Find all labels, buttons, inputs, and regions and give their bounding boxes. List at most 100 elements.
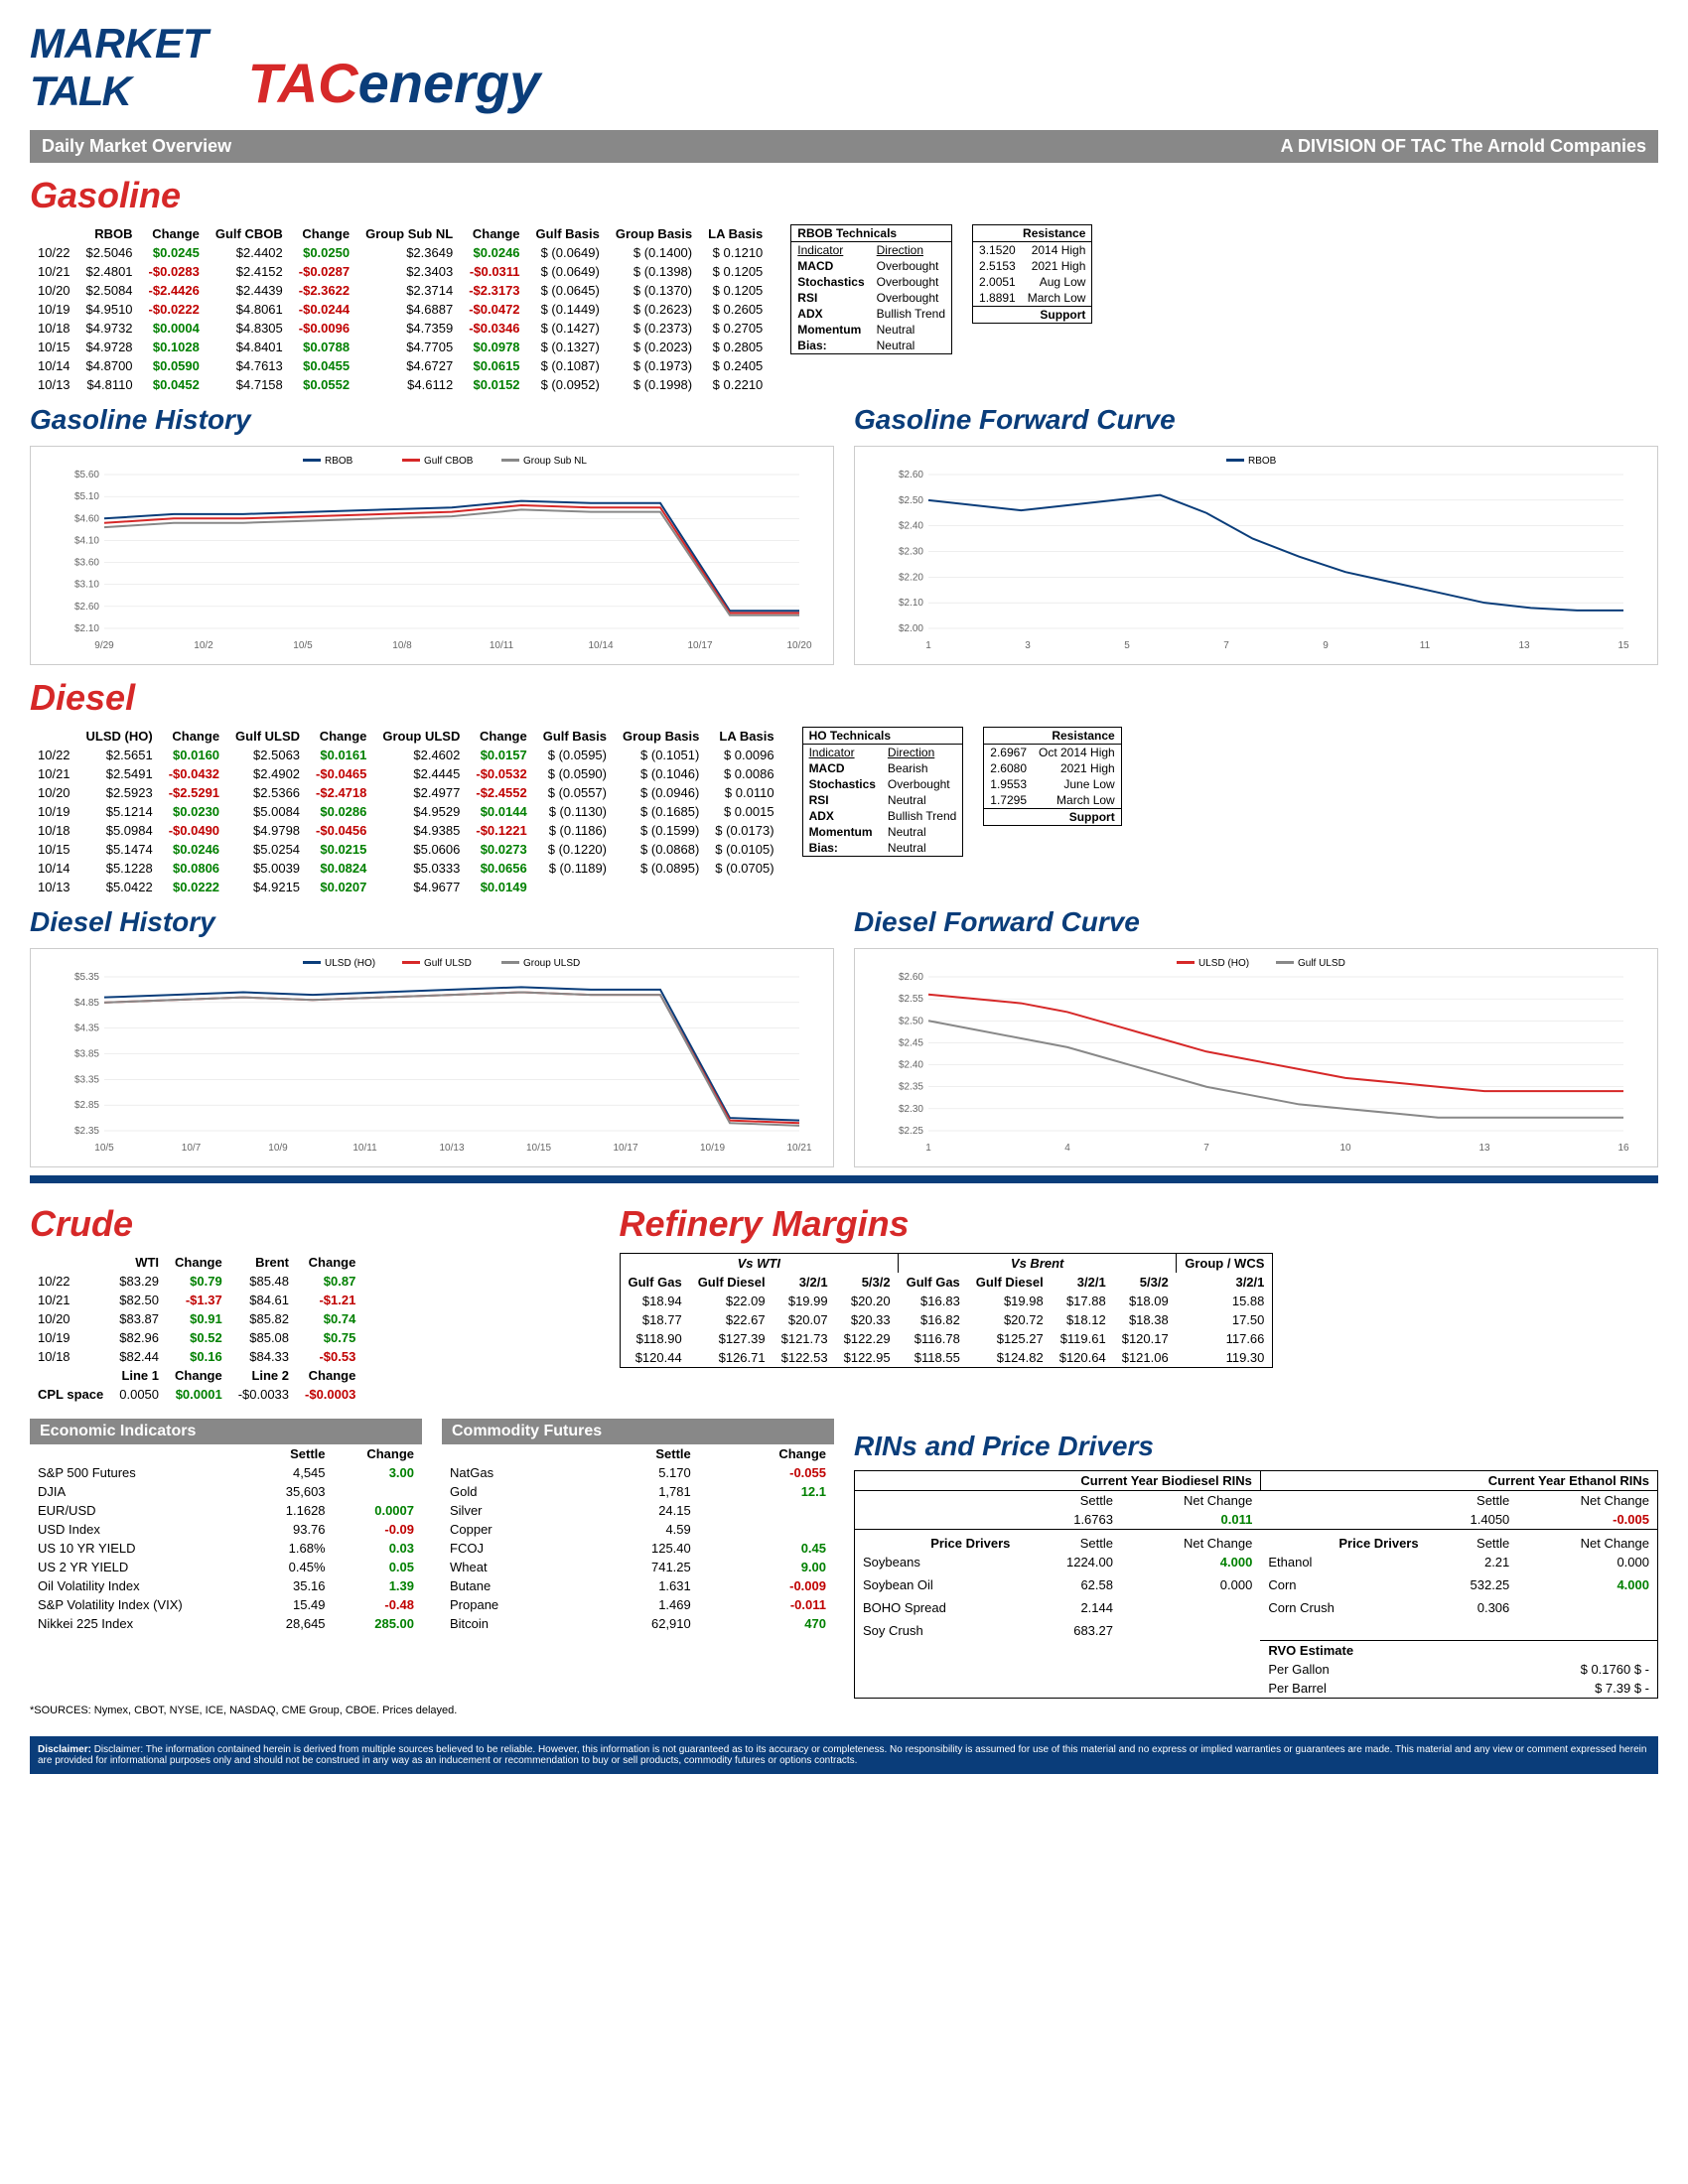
svg-text:15: 15 xyxy=(1618,640,1629,651)
svg-text:$3.10: $3.10 xyxy=(74,580,99,591)
svg-text:$2.85: $2.85 xyxy=(74,1100,99,1111)
gasoline-table: RBOBChangeGulf CBOBChangeGroup Sub NLCha… xyxy=(30,224,771,394)
svg-text:$3.85: $3.85 xyxy=(74,1049,99,1060)
gasoline-resistance: Resistance3.15202014 High2.51532021 High… xyxy=(972,224,1092,324)
gasoline-forward-chart: $2.00$2.10$2.20$2.30$2.40$2.50$2.6013579… xyxy=(863,455,1649,653)
svg-text:10/9: 10/9 xyxy=(268,1143,288,1154)
svg-text:Gulf CBOB: Gulf CBOB xyxy=(424,456,474,467)
svg-text:$4.10: $4.10 xyxy=(74,535,99,546)
market-talk-logo: MARKET TALK xyxy=(30,20,209,115)
svg-text:1: 1 xyxy=(925,640,931,651)
rins-table: Current Year Biodiesel RINsCurrent Year … xyxy=(854,1470,1658,1699)
svg-text:$2.60: $2.60 xyxy=(899,972,923,983)
division-label: A DIVISION OF TAC The Arnold Companies xyxy=(1281,136,1646,157)
svg-text:4: 4 xyxy=(1064,1143,1070,1154)
commodity-table: SettleChangeNatGas5.170-0.055Gold1,78112… xyxy=(442,1444,834,1633)
svg-text:$3.60: $3.60 xyxy=(74,558,99,569)
tac-label: TAC xyxy=(248,52,358,114)
svg-text:$5.10: $5.10 xyxy=(74,491,99,502)
svg-text:10/5: 10/5 xyxy=(94,1143,114,1154)
svg-text:$4.60: $4.60 xyxy=(74,513,99,524)
crude-table: WTIChangeBrentChange10/22$83.29$0.79$85.… xyxy=(30,1253,363,1404)
svg-text:5: 5 xyxy=(1124,640,1130,651)
diesel-resistance: Resistance2.6967Oct 2014 High2.60802021 … xyxy=(983,727,1121,826)
svg-text:$2.00: $2.00 xyxy=(899,623,923,634)
svg-text:Group Sub NL: Group Sub NL xyxy=(523,456,587,467)
svg-text:ULSD (HO): ULSD (HO) xyxy=(325,958,375,969)
header-bar: Daily Market Overview A DIVISION OF TAC … xyxy=(30,130,1658,163)
diesel-history-chart: $2.35$2.85$3.35$3.85$4.35$4.85$5.3510/51… xyxy=(39,957,825,1156)
rins-title: RINs and Price Drivers xyxy=(854,1431,1658,1462)
svg-text:Gulf ULSD: Gulf ULSD xyxy=(1298,958,1345,969)
svg-text:$4.85: $4.85 xyxy=(74,998,99,1009)
energy-label: energy xyxy=(358,52,541,114)
talk-label: TALK xyxy=(30,68,209,115)
svg-text:10/14: 10/14 xyxy=(588,640,613,651)
gasoline-history-title: Gasoline History xyxy=(30,404,834,436)
diesel-title: Diesel xyxy=(30,677,1658,719)
svg-text:$2.45: $2.45 xyxy=(899,1037,923,1048)
svg-text:10/20: 10/20 xyxy=(786,640,811,651)
svg-text:$5.60: $5.60 xyxy=(74,470,99,480)
svg-text:10/17: 10/17 xyxy=(613,1143,637,1154)
disclaimer: Disclaimer: Disclaimer: The information … xyxy=(30,1736,1658,1774)
svg-text:10/2: 10/2 xyxy=(194,640,213,651)
svg-text:$2.40: $2.40 xyxy=(899,521,923,532)
svg-text:10/8: 10/8 xyxy=(392,640,412,651)
svg-text:$2.50: $2.50 xyxy=(899,495,923,506)
svg-text:1: 1 xyxy=(925,1143,931,1154)
svg-text:10/17: 10/17 xyxy=(687,640,712,651)
svg-text:13: 13 xyxy=(1518,640,1530,651)
svg-text:$4.35: $4.35 xyxy=(74,1024,99,1034)
svg-text:10/19: 10/19 xyxy=(700,1143,725,1154)
sources-note: *SOURCES: Nymex, CBOT, NYSE, ICE, NASDAQ… xyxy=(30,1705,1658,1716)
svg-text:$2.40: $2.40 xyxy=(899,1060,923,1071)
svg-text:$5.35: $5.35 xyxy=(74,972,99,983)
svg-text:10: 10 xyxy=(1339,1143,1351,1154)
svg-text:9: 9 xyxy=(1323,640,1329,651)
svg-text:10/21: 10/21 xyxy=(786,1143,811,1154)
svg-text:16: 16 xyxy=(1618,1143,1629,1154)
gasoline-technicals: RBOB TechnicalsIndicatorDirectionMACDOve… xyxy=(790,224,952,354)
svg-text:$2.35: $2.35 xyxy=(899,1082,923,1093)
gasoline-history-chart: $2.10$2.60$3.10$3.60$4.10$4.60$5.10$5.60… xyxy=(39,455,825,653)
svg-text:10/5: 10/5 xyxy=(293,640,313,651)
gasoline-forward-title: Gasoline Forward Curve xyxy=(854,404,1658,436)
svg-text:$2.60: $2.60 xyxy=(899,470,923,480)
diesel-technicals: HO TechnicalsIndicatorDirectionMACDBeari… xyxy=(802,727,964,857)
svg-text:10/15: 10/15 xyxy=(526,1143,551,1154)
svg-text:$2.50: $2.50 xyxy=(899,1016,923,1026)
svg-text:13: 13 xyxy=(1478,1143,1490,1154)
svg-text:$2.35: $2.35 xyxy=(74,1126,99,1137)
margins-title: Refinery Margins xyxy=(620,1203,1659,1245)
svg-text:10/11: 10/11 xyxy=(352,1143,377,1154)
svg-text:10/11: 10/11 xyxy=(490,640,514,651)
svg-text:11: 11 xyxy=(1420,640,1431,651)
commodity-title: Commodity Futures xyxy=(442,1419,834,1444)
header: MARKET TALK TACenergy xyxy=(30,20,1658,115)
svg-text:9/29: 9/29 xyxy=(94,640,114,651)
svg-text:10/7: 10/7 xyxy=(182,1143,202,1154)
crude-title: Crude xyxy=(30,1203,590,1245)
gasoline-title: Gasoline xyxy=(30,175,1658,216)
economic-table: SettleChangeS&P 500 Futures4,5453.00DJIA… xyxy=(30,1444,422,1633)
disclaimer-text: Disclaimer: The information contained he… xyxy=(38,1744,1646,1766)
svg-text:RBOB: RBOB xyxy=(1248,456,1277,467)
svg-text:$2.10: $2.10 xyxy=(74,623,99,634)
svg-text:$2.30: $2.30 xyxy=(899,1104,923,1115)
diesel-table: ULSD (HO)ChangeGulf ULSDChangeGroup ULSD… xyxy=(30,727,782,896)
market-label: MARKET xyxy=(30,20,209,68)
svg-text:$2.30: $2.30 xyxy=(899,547,923,558)
svg-text:$2.20: $2.20 xyxy=(899,572,923,583)
svg-text:Group ULSD: Group ULSD xyxy=(523,958,580,969)
svg-text:$2.25: $2.25 xyxy=(899,1126,923,1137)
svg-text:10/13: 10/13 xyxy=(439,1143,464,1154)
svg-text:3: 3 xyxy=(1025,640,1031,651)
svg-text:RBOB: RBOB xyxy=(325,456,353,467)
diesel-history-title: Diesel History xyxy=(30,906,834,938)
svg-text:7: 7 xyxy=(1203,1143,1209,1154)
svg-text:$2.10: $2.10 xyxy=(899,598,923,609)
divider xyxy=(30,1175,1658,1183)
svg-text:ULSD (HO): ULSD (HO) xyxy=(1198,958,1249,969)
svg-text:Gulf ULSD: Gulf ULSD xyxy=(424,958,472,969)
